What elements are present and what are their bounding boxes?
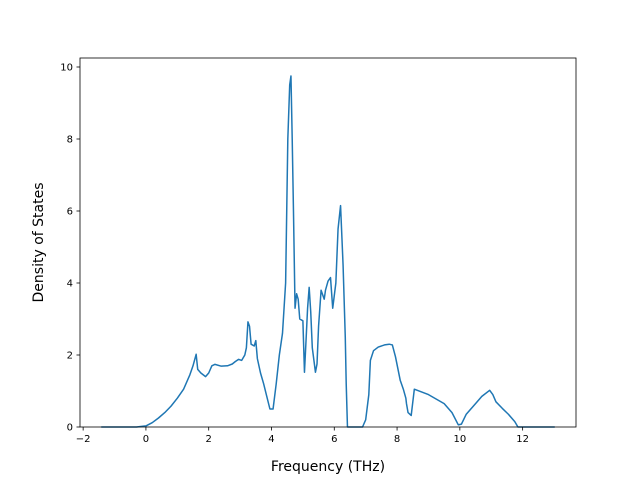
y-tick-label: 8: [67, 135, 73, 146]
y-axis-label: Density of States: [31, 183, 47, 303]
y-tick-label: 4: [67, 279, 73, 290]
y-tick-label: 6: [67, 207, 73, 218]
y-tick-label: 2: [67, 351, 73, 362]
x-axis-label: Frequency (THz): [271, 459, 385, 475]
x-tick-label: 6: [331, 434, 337, 445]
x-tick-label: 4: [268, 434, 274, 445]
x-tick-label: 0: [143, 434, 149, 445]
x-tick-label: 10: [453, 434, 466, 445]
x-tick-label: 2: [206, 434, 212, 445]
x-tick-label: −2: [76, 434, 91, 445]
y-tick-label: 10: [60, 63, 73, 74]
x-tick-label: 8: [394, 434, 400, 445]
y-tick-label: 0: [67, 423, 73, 434]
dos-line: [101, 75, 555, 428]
plot-area: [101, 75, 555, 428]
axes-frame: [79, 57, 577, 428]
x-tick-label: 12: [516, 434, 529, 445]
